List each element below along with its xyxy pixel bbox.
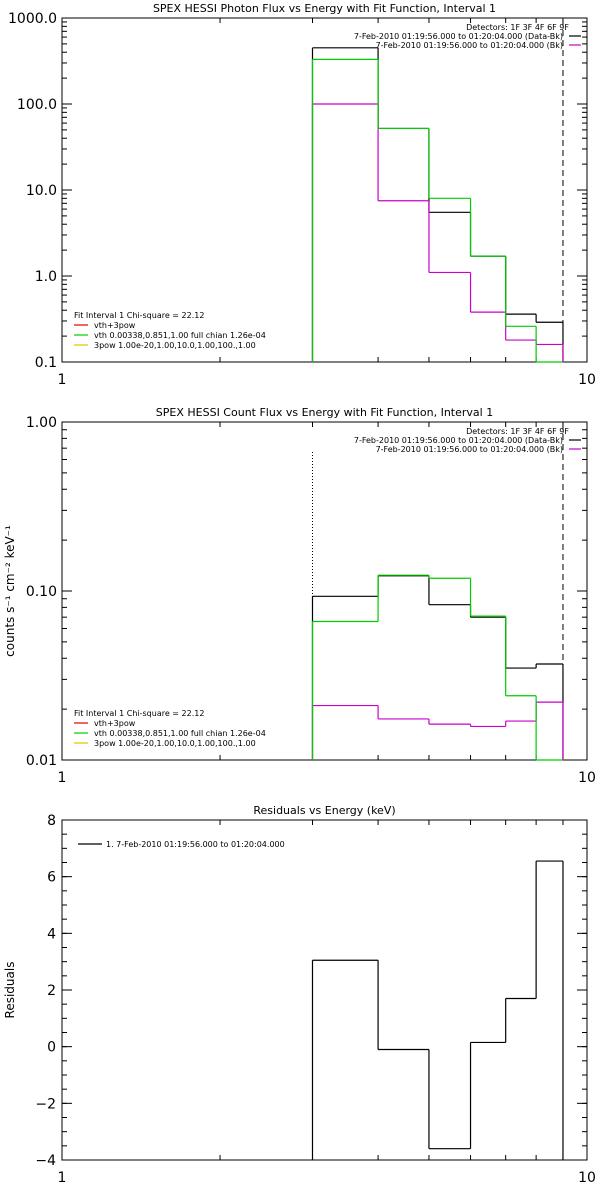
header-line: 7-Feb-2010 01:19:56.000 to 01:20:04.000 …: [376, 445, 563, 454]
fit-legend-entry: 3pow 1.00e-20,1.00,10.0,1.00,100.,1.00: [94, 341, 256, 350]
y-tick-label: 1.0: [35, 269, 57, 285]
series-2: [311, 58, 563, 363]
legend-entry: 1. 7-Feb-2010 01:19:56.000 to 01:20:04.0…: [106, 840, 285, 849]
header-line: Detectors: 1F 3F 4F 6F 9F: [466, 23, 569, 32]
x-tick-label: 10: [578, 1170, 596, 1186]
y-tick-label: 2: [47, 983, 56, 999]
series-1: [311, 701, 564, 760]
y-tick-label: 0.1: [35, 355, 57, 371]
series-2: [311, 574, 563, 761]
x-tick-label: 10: [578, 372, 596, 388]
series-0: [311, 860, 564, 1160]
x-tick-label: 1: [58, 770, 67, 786]
series-0: [311, 575, 564, 760]
fit-legend-header: Fit Interval 1 Chi-square = 22.12: [74, 311, 204, 320]
residuals-panel: Residuals vs Energy (keV) Residuals 1 10 −4 −…: [3, 804, 596, 1186]
photon-flux-panel: SPEX HESSI Photon Flux vs Energy with Fi…: [8, 2, 596, 388]
header-line: 7-Feb-2010 01:19:56.000 to 01:20:04.000 …: [376, 41, 563, 50]
fit-legend-entry: 3pow 1.00e-20,1.00,10.0,1.00,100.,1.00: [94, 739, 256, 748]
fit-legend-entry: vth+3pow: [94, 719, 136, 728]
fit-legend-entry: vth+3pow: [94, 321, 136, 330]
series-1: [311, 103, 564, 362]
y-tick-label: 0: [47, 1040, 56, 1056]
y-tick-label: 8: [47, 813, 56, 829]
x-tick-label: 10: [578, 770, 596, 786]
count-flux-panel: SPEX HESSI Count Flux vs Energy with Fit…: [3, 406, 596, 786]
y-tick-label: 0.01: [26, 753, 57, 769]
y-tick-label: −4: [35, 1153, 56, 1169]
y-tick-label: 4: [47, 926, 56, 942]
x-tick-label: 1: [58, 372, 67, 388]
y-axis-label: counts s⁻¹ cm⁻² keV⁻¹: [3, 525, 17, 657]
header-line: Detectors: 1F 3F 4F 6F 9F: [466, 427, 569, 436]
y-tick-label: 1.00: [26, 415, 57, 431]
chart-title: SPEX HESSI Photon Flux vs Energy with Fi…: [153, 2, 496, 15]
chart-title: Residuals vs Energy (keV): [253, 804, 395, 817]
fit-legend-entry: vth 0.00338,0.851,1.00 full chian 1.26e-…: [94, 729, 266, 738]
fit-legend-header: Fit Interval 1 Chi-square = 22.12: [74, 709, 204, 718]
y-tick-label: 1000.0: [8, 11, 57, 27]
x-tick-label: 1: [58, 1170, 67, 1186]
y-axis-label: Residuals: [3, 962, 17, 1019]
header-line: 7-Feb-2010 01:19:56.000 to 01:20:04.000 …: [354, 436, 563, 445]
y-tick-label: 10.0: [26, 183, 57, 199]
y-tick-label: 6: [47, 870, 56, 886]
chart-title: SPEX HESSI Count Flux vs Energy with Fit…: [156, 406, 493, 419]
y-tick-label: 0.10: [26, 584, 57, 600]
series-0: [311, 47, 564, 362]
header-line: 7-Feb-2010 01:19:56.000 to 01:20:04.000 …: [354, 32, 563, 41]
y-tick-label: 100.0: [17, 97, 57, 113]
fit-legend-entry: vth 0.00338,0.851,1.00 full chian 1.26e-…: [94, 331, 266, 340]
plot-frame: [61, 819, 588, 1161]
y-tick-label: −2: [35, 1096, 56, 1112]
